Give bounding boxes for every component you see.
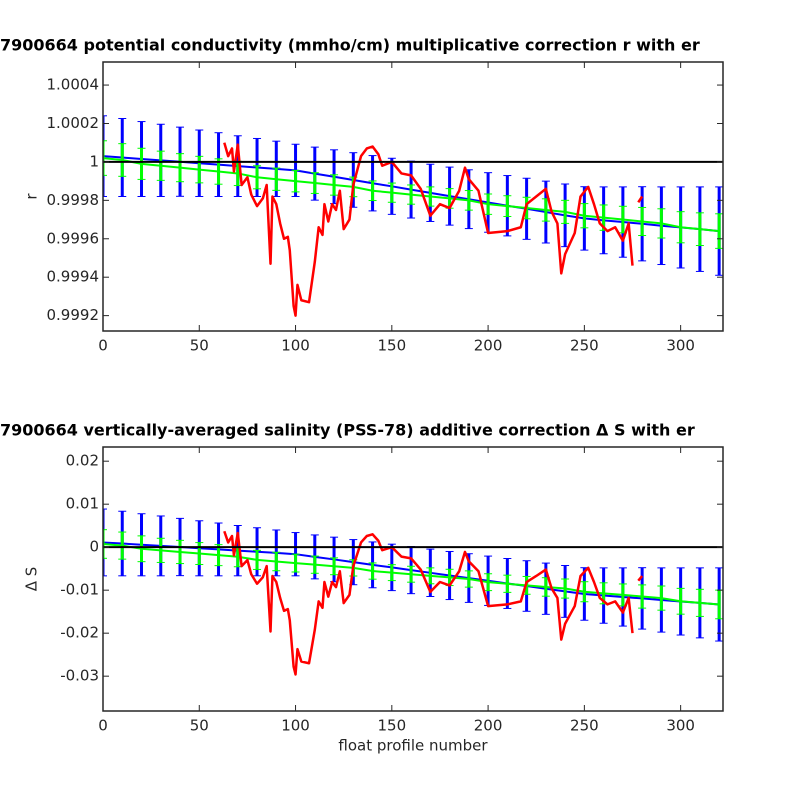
plot-frame <box>102 61 724 332</box>
y-tick-label: 0.9994 <box>47 268 100 286</box>
x-tick-label: 200 <box>474 717 503 735</box>
x-tick-label: 50 <box>190 337 209 355</box>
series <box>223 142 644 317</box>
y-tick-label: 1 <box>89 152 99 170</box>
chart-title: 7900664 potential conductivity (mmho/cm)… <box>0 36 700 55</box>
y-axis-label: Δ S <box>23 567 41 592</box>
fit-line <box>103 543 720 606</box>
y-tick-label: -0.02 <box>60 624 99 642</box>
y-tick-label: 0.02 <box>66 452 99 470</box>
x-tick-label: 100 <box>281 337 310 355</box>
x-tick-label: 300 <box>666 337 695 355</box>
y-tick-label: 0.01 <box>66 495 99 513</box>
y-tick-label: 0.9998 <box>47 191 100 209</box>
x-tick-label: 100 <box>281 717 310 735</box>
y-tick-label: 1.0004 <box>47 76 100 94</box>
x-tick-label: 250 <box>570 717 599 735</box>
x-tick-label: 0 <box>98 337 108 355</box>
data-line <box>223 530 644 676</box>
fit-line <box>103 157 720 233</box>
y-tick-label: 1.0002 <box>47 114 100 132</box>
data-line <box>223 142 644 317</box>
y-axis-label: r <box>23 193 41 200</box>
series <box>103 140 723 249</box>
y-tick-label: 0.9996 <box>47 229 100 247</box>
y-tick-label: 0 <box>89 538 99 556</box>
x-axis-label: float profile number <box>338 737 488 755</box>
x-tick-label: 50 <box>190 717 209 735</box>
y-tick-label: -0.01 <box>60 581 99 599</box>
x-tick-label: 200 <box>474 337 503 355</box>
x-tick-label: 0 <box>98 717 108 735</box>
series <box>223 530 644 676</box>
x-tick-label: 250 <box>570 337 599 355</box>
y-tick-label: -0.03 <box>60 667 99 685</box>
y-tick-label: 0.9992 <box>47 306 100 324</box>
x-tick-label: 150 <box>377 337 406 355</box>
x-tick-label: 300 <box>666 717 695 735</box>
x-tick-label: 150 <box>377 717 406 735</box>
plot-frame <box>102 446 724 712</box>
series <box>103 529 723 620</box>
chart-title: 7900664 vertically-averaged salinity (PS… <box>0 421 695 440</box>
